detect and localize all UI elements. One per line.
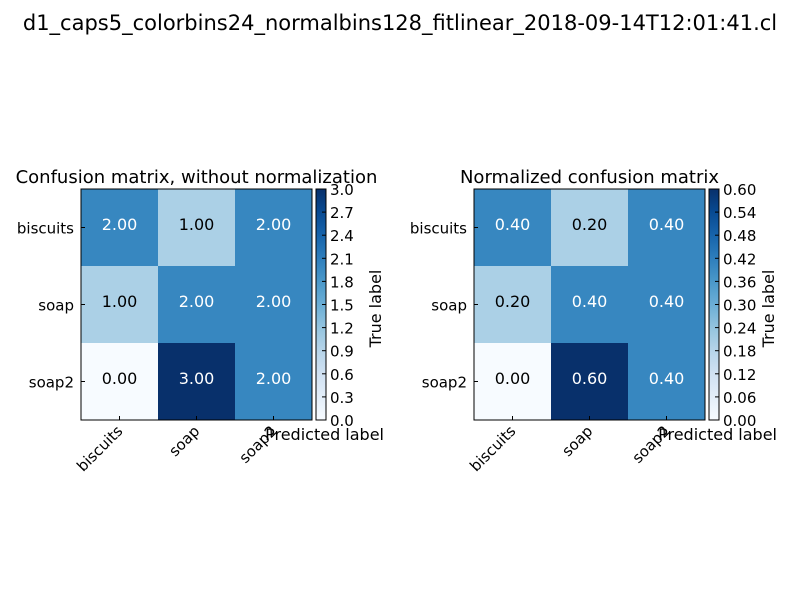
- cell-value-label: 0.00: [102, 369, 138, 388]
- cell-value-label: 2.00: [256, 215, 292, 234]
- chart-panels: 2.00 1.00 2.00 1.00 2.00 2.00 0.00 3.00 2.00 Conf…: [16, 167, 778, 475]
- heatmap-cell: [551, 343, 628, 420]
- cell-value-label: 0.40: [649, 215, 685, 234]
- colorbar-tick-label: 0.54: [723, 204, 756, 222]
- colorbar-tick-label: 1.8: [330, 273, 354, 291]
- heatmap-cell: [81, 343, 158, 420]
- y-tick-label: soap: [431, 297, 467, 315]
- heatmap-cell: [235, 343, 312, 420]
- cell-value-label: 1.00: [179, 215, 215, 234]
- heatmap-cell: [158, 189, 235, 266]
- cell-value-label: 0.40: [649, 369, 685, 388]
- colorbar-tick-label: 0.48: [723, 227, 756, 245]
- heatmap-cell: [628, 189, 705, 266]
- heatmap-cell: [551, 189, 628, 266]
- colorbar-tick-label: 2.7: [330, 204, 354, 222]
- cell-value-label: 0.00: [495, 369, 531, 388]
- cell-value-label: 0.20: [572, 215, 608, 234]
- confusion-matrix-panel: 0.40 0.20 0.40 0.20 0.40 0.40 0.00 0.60 0.40 Norm…: [410, 167, 778, 475]
- cell-value-label: 0.40: [649, 292, 685, 311]
- cell-value-label: 1.00: [102, 292, 138, 311]
- heatmap-cell: [158, 266, 235, 343]
- heatmap-cell: [158, 343, 235, 420]
- colorbar-tick-label: 0.36: [723, 273, 756, 291]
- chart-title: Confusion matrix, without normalization: [16, 167, 378, 188]
- colorbar-tick-label: 0.0: [330, 412, 354, 430]
- colorbar-tick-label: 0.30: [723, 297, 756, 315]
- colorbar-tick-label: 0.3: [330, 389, 354, 407]
- colorbar-tick-label: 2.1: [330, 250, 354, 268]
- heatmap-cell: [474, 343, 551, 420]
- y-tick-label: soap: [38, 297, 74, 315]
- heatmap-cell: [628, 266, 705, 343]
- x-axis-label: Predicted label: [265, 425, 384, 444]
- y-tick-label: biscuits: [17, 220, 74, 238]
- heatmap-cell: [628, 343, 705, 420]
- colorbar-tick-label: 0.9: [330, 343, 354, 361]
- cell-value-label: 2.00: [102, 215, 138, 234]
- x-tick-label: biscuits: [466, 422, 519, 475]
- colorbar-tick-label: 0.6: [330, 366, 354, 384]
- cell-value-label: 0.60: [572, 369, 608, 388]
- x-tick-label: soap: [165, 422, 203, 460]
- colorbar-tick-label: 0.24: [723, 320, 756, 338]
- heatmap-cell: [235, 266, 312, 343]
- cell-value-label: 2.00: [179, 292, 215, 311]
- heatmap-cell: [235, 189, 312, 266]
- cell-value-label: 3.00: [179, 369, 215, 388]
- colorbar-tick-label: 0.00: [723, 412, 756, 430]
- cell-value-label: 0.20: [495, 292, 531, 311]
- colorbar-tick-label: 0.18: [723, 343, 756, 361]
- y-axis-label: True label: [759, 270, 778, 349]
- cell-value-label: 2.00: [256, 369, 292, 388]
- colorbar-tick-label: 1.5: [330, 297, 354, 315]
- heatmap-cell: [474, 266, 551, 343]
- colorbar-tick-label: 0.06: [723, 389, 756, 407]
- x-axis-label: Predicted label: [658, 425, 777, 444]
- colorbar-tick-label: 3.0: [330, 181, 354, 199]
- heatmap-cell: [551, 266, 628, 343]
- heatmap-cell: [81, 189, 158, 266]
- y-tick-label: biscuits: [410, 220, 467, 238]
- cell-value-label: 0.40: [572, 292, 608, 311]
- figure-suptitle: d1_caps5_colorbins24_normalbins128_fitli…: [23, 11, 777, 36]
- y-tick-label: soap2: [422, 374, 467, 392]
- colorbar-tick-label: 1.2: [330, 320, 354, 338]
- colorbar-tick-label: 0.42: [723, 250, 756, 268]
- x-tick-label: biscuits: [73, 422, 126, 475]
- confusion-matrix-panel: 2.00 1.00 2.00 1.00 2.00 2.00 0.00 3.00 2.00 Conf…: [16, 167, 385, 475]
- heatmap-cell: [81, 266, 158, 343]
- colorbar-tick-label: 0.12: [723, 366, 756, 384]
- cell-value-label: 2.00: [256, 292, 292, 311]
- chart-title: Normalized confusion matrix: [460, 167, 719, 188]
- cell-value-label: 0.40: [495, 215, 531, 234]
- heatmap-cell: [474, 189, 551, 266]
- x-tick-label: soap: [558, 422, 596, 460]
- colorbar-tick-label: 2.4: [330, 227, 354, 245]
- y-tick-label: soap2: [29, 374, 74, 392]
- colorbar-tick-label: 0.60: [723, 181, 756, 199]
- y-axis-label: True label: [366, 270, 385, 349]
